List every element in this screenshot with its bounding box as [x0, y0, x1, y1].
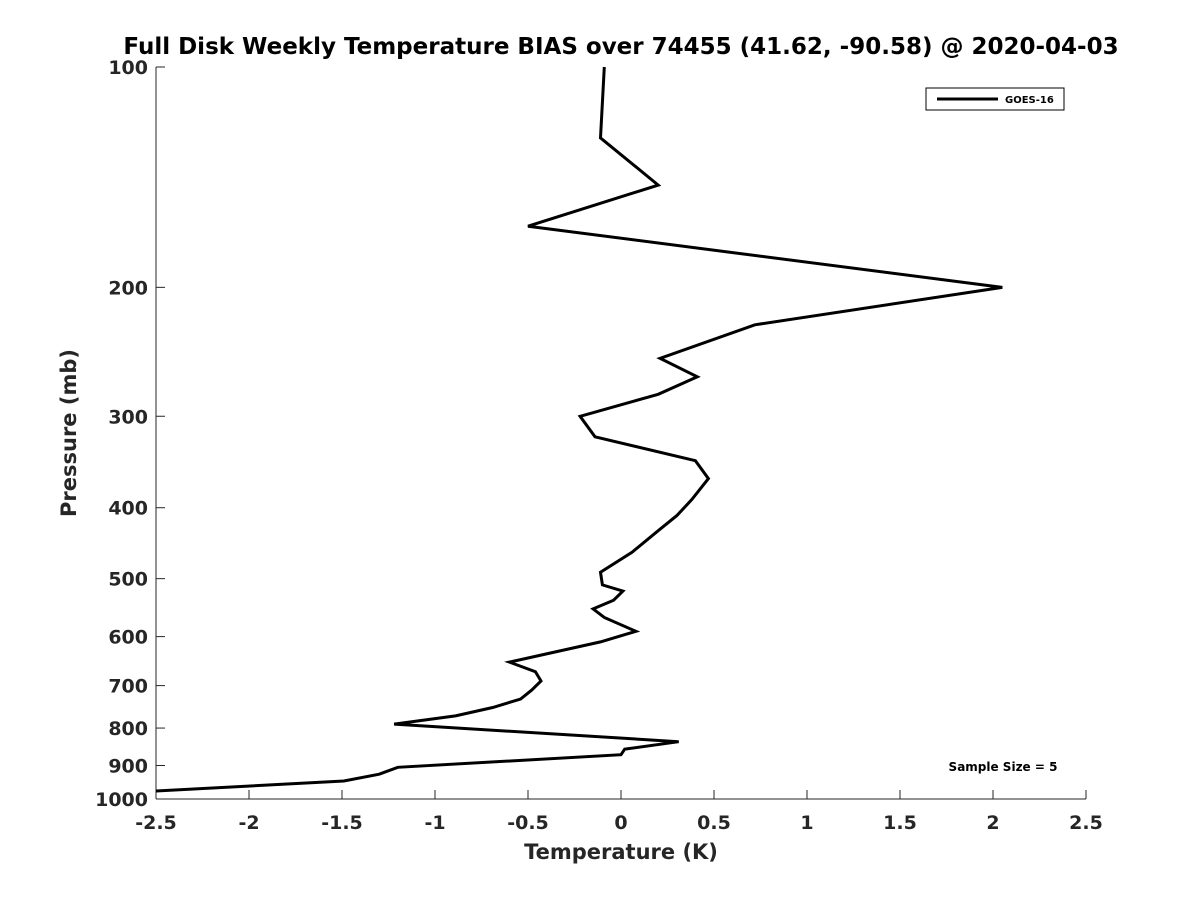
- x-tick-label: -2.5: [135, 812, 177, 834]
- y-tick-label: 700: [108, 676, 148, 698]
- y-ticks: 100 200 300 400 500 600 700 800 900 1000: [95, 57, 165, 811]
- y-tick-label: 1000: [95, 789, 148, 811]
- y-tick-label: 500: [108, 569, 148, 591]
- y-tick-label: 900: [108, 756, 148, 778]
- x-tick-label: -1.5: [321, 812, 363, 834]
- y-tick-label: 800: [108, 718, 148, 740]
- x-tick-label: 0.5: [697, 812, 731, 834]
- y-tick-label: 200: [108, 277, 148, 299]
- y-axis-label: Pressure (mb): [57, 349, 81, 517]
- x-tick-label: -2: [238, 812, 259, 834]
- x-axis-label: Temperature (K): [524, 840, 718, 864]
- sample-size-annotation: Sample Size = 5: [949, 760, 1058, 774]
- chart-title: Full Disk Weekly Temperature BIAS over 7…: [123, 34, 1118, 60]
- x-tick-label: 1: [800, 812, 813, 834]
- x-tick-label: 0: [614, 812, 627, 834]
- y-tick-label: 600: [108, 627, 148, 649]
- x-tick-label: 2.5: [1069, 812, 1103, 834]
- y-tick-label: 100: [108, 57, 148, 79]
- plot-area: [156, 67, 1086, 799]
- y-tick-label: 300: [108, 406, 148, 428]
- legend-label-goes-16: GOES-16: [1005, 95, 1054, 106]
- x-tick-label: 2: [986, 812, 999, 834]
- x-tick-label: 1.5: [883, 812, 917, 834]
- x-tick-label: -0.5: [507, 812, 549, 834]
- y-tick-label: 400: [108, 498, 148, 520]
- x-ticks: -2.5 -2 -1.5 -1 -0.5 0 0.5 1 1.5 2 2.5: [135, 790, 1103, 834]
- x-tick-label: -1: [424, 812, 445, 834]
- series-line-goes-16: [155, 66, 1003, 793]
- legend: GOES-16: [925, 87, 1065, 111]
